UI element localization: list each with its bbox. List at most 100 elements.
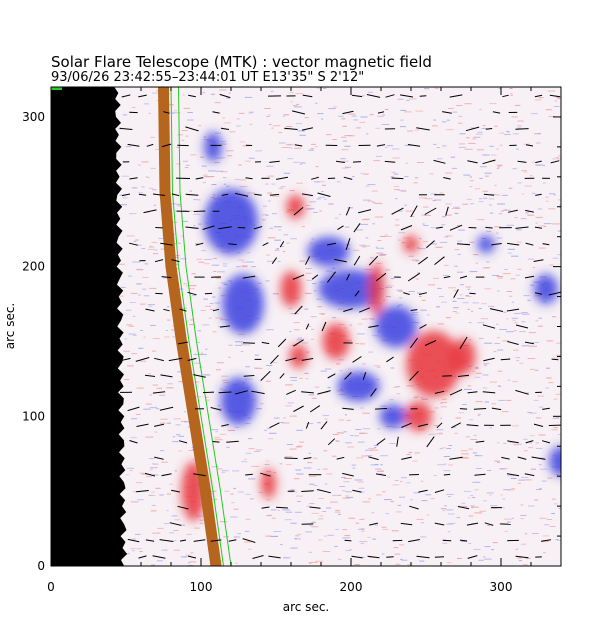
noise-speck xyxy=(270,90,274,92)
noise-speck xyxy=(268,114,271,116)
noise-speck xyxy=(491,403,497,405)
vector-arrow xyxy=(161,473,172,477)
noise-speck xyxy=(445,203,452,205)
noise-speck xyxy=(396,386,400,388)
vector-arrow xyxy=(502,94,509,98)
noise-speck xyxy=(188,288,195,290)
noise-speck xyxy=(220,157,226,159)
noise-speck xyxy=(271,517,276,519)
noise-speck xyxy=(311,338,314,340)
noise-speck xyxy=(380,236,386,237)
noise-speck xyxy=(496,167,500,169)
noise-speck xyxy=(299,441,304,443)
vector-arrow xyxy=(517,160,527,163)
vector-arrow xyxy=(127,538,140,543)
noise-speck xyxy=(520,218,527,220)
noise-speck xyxy=(156,387,163,389)
noise-speck xyxy=(538,457,545,459)
noise-speck xyxy=(446,523,454,525)
noise-speck xyxy=(475,262,478,264)
noise-speck xyxy=(290,522,297,524)
noise-speck xyxy=(400,126,406,128)
noise-speck xyxy=(475,254,479,256)
noise-speck xyxy=(258,491,263,493)
vector-arrow xyxy=(352,489,362,493)
noise-speck xyxy=(539,517,547,519)
noise-speck xyxy=(371,335,379,337)
noise-speck xyxy=(325,483,328,485)
noise-speck xyxy=(305,268,312,269)
noise-speck xyxy=(381,553,385,555)
noise-speck xyxy=(267,175,274,177)
noise-speck xyxy=(313,290,317,292)
noise-speck xyxy=(475,367,479,369)
vector-arrow xyxy=(154,456,164,460)
noise-speck xyxy=(440,508,447,510)
vector-arrow xyxy=(135,357,150,362)
noise-speck xyxy=(517,482,521,484)
noise-speck xyxy=(362,501,370,503)
noise-speck xyxy=(393,173,399,175)
vector-arrow xyxy=(159,539,174,542)
noise-speck xyxy=(189,190,192,192)
noise-speck xyxy=(249,111,254,113)
noise-speck xyxy=(321,118,324,120)
vector-arrow xyxy=(416,555,430,559)
noise-speck xyxy=(445,509,454,511)
noise-speck xyxy=(245,452,252,454)
noise-speck xyxy=(477,131,483,133)
noise-speck xyxy=(482,267,489,269)
noise-speck xyxy=(135,533,141,535)
noise-speck xyxy=(375,246,378,248)
noise-speck xyxy=(447,513,455,515)
vector-arrow xyxy=(168,357,183,362)
noise-speck xyxy=(498,165,503,167)
noise-speck xyxy=(497,370,503,372)
noise-speck xyxy=(527,299,531,301)
noise-speck xyxy=(233,536,241,538)
noise-speck xyxy=(301,226,305,228)
noise-speck xyxy=(203,298,208,300)
noise-speck xyxy=(413,397,418,399)
noise-speck xyxy=(289,448,297,450)
noise-speck xyxy=(468,322,472,324)
noise-speck xyxy=(419,238,422,240)
noise-speck xyxy=(344,327,347,329)
noise-speck xyxy=(384,234,388,236)
noise-speck xyxy=(464,490,472,492)
noise-speck xyxy=(451,167,458,169)
noise-speck xyxy=(384,499,392,501)
vector-arrow xyxy=(171,259,180,263)
noise-speck xyxy=(242,145,249,147)
noise-speck xyxy=(278,229,282,231)
noise-speck xyxy=(416,162,425,163)
noise-speck xyxy=(362,363,366,365)
vector-arrow xyxy=(374,408,388,410)
noise-speck xyxy=(147,304,155,306)
vector-arrow xyxy=(305,323,310,330)
noise-speck xyxy=(208,317,212,319)
noise-speck xyxy=(247,548,252,550)
noise-speck xyxy=(432,277,439,279)
noise-speck xyxy=(397,210,403,212)
vector-arrow xyxy=(352,161,362,163)
noise-speck xyxy=(399,544,405,546)
noise-speck xyxy=(535,99,542,101)
noise-speck xyxy=(127,275,132,277)
noise-speck xyxy=(556,342,561,344)
vector-arrow xyxy=(269,422,280,429)
noise-speck xyxy=(297,445,303,447)
noise-speck xyxy=(472,371,475,373)
vector-arrow xyxy=(327,271,336,283)
noise-speck xyxy=(215,431,218,433)
noise-speck xyxy=(143,295,150,297)
vector-arrow xyxy=(483,193,495,196)
noise-speck xyxy=(506,521,511,523)
noise-speck xyxy=(372,223,376,225)
vector-arrow xyxy=(342,407,354,410)
noise-speck xyxy=(206,399,210,401)
vector-arrow xyxy=(434,390,445,394)
noise-speck xyxy=(282,509,291,511)
noise-speck xyxy=(186,533,192,535)
noise-speck xyxy=(211,264,220,266)
